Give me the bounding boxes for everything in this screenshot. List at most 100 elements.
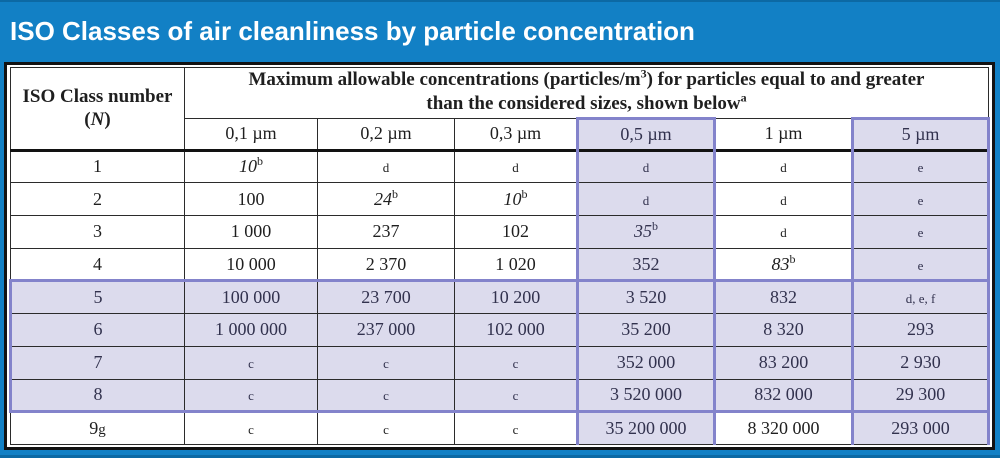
table-frame: ISO Class number (N) Maximum allowable c… xyxy=(4,62,995,450)
cell-class5-col5: d, e, f xyxy=(851,279,990,315)
cell-value: 352 000 xyxy=(616,352,676,373)
cell-class9g-col4: 8 320 000 xyxy=(714,411,853,445)
main-header-line1: Maximum allowable concentrations (partic… xyxy=(248,69,641,90)
footnote-ref-b: b xyxy=(789,251,796,266)
cell-value: 83 xyxy=(771,253,790,274)
cell-value: c xyxy=(248,356,254,372)
row-label-class-4: 4 xyxy=(10,247,185,282)
page-title: ISO Classes of air cleanliness by partic… xyxy=(10,15,695,46)
cell-class7-col2: c xyxy=(454,345,578,380)
main-header-line2: than the considered sizes, shown below xyxy=(426,93,741,115)
cell-value: 9 xyxy=(89,418,99,439)
cell-value: d xyxy=(512,160,519,176)
row-label-class-7: 7 xyxy=(9,345,185,380)
cell-class4-col3: 352 xyxy=(576,247,716,282)
size-column-header-5: 5 µm xyxy=(851,116,990,151)
cell-value: 8 xyxy=(93,384,103,405)
size-column-header-3: 0,5 µm xyxy=(576,116,716,151)
cell-class3-col1: 237 xyxy=(317,215,455,249)
cell-class6-col1: 237 000 xyxy=(317,313,455,347)
cell-value: 2 xyxy=(93,188,102,209)
row-label-class-1: 1 xyxy=(10,148,185,184)
cell-class8-col0: c xyxy=(184,378,318,414)
cell-value: 237 xyxy=(372,221,400,242)
cell-class8-col5: 29 300 xyxy=(851,378,990,414)
cell-value: c xyxy=(512,422,519,438)
cell-value: d xyxy=(382,160,390,176)
cell-class2-col4: d xyxy=(714,182,853,217)
footnote-ref-a: a xyxy=(740,90,747,105)
main-header-line1-rest: ) for particles equal to and greater xyxy=(646,69,925,90)
cell-value: 7 xyxy=(93,352,103,373)
top-edge-line xyxy=(0,0,1000,2)
corner-header-paren-close: ) xyxy=(104,109,111,131)
size-column-header-1: 0,2 µm xyxy=(317,117,455,151)
cell-value: 10 xyxy=(503,188,522,209)
cell-value: e xyxy=(917,160,924,176)
cell-value: 3 520 xyxy=(625,287,667,308)
cell-class2-col0: 100 xyxy=(184,182,318,217)
cell-class2-col2: 10b xyxy=(454,182,578,217)
table-row-class-4: 4 10 000 2 370 1 020 352 83b e xyxy=(10,247,990,282)
table-row-class-9g: 9g c c c 35 200 000 8 320 000 293 000 xyxy=(10,411,990,445)
cell-class2-col3: d xyxy=(576,182,716,217)
footnote-ref-g: g xyxy=(98,422,106,439)
row-label-class-2: 2 xyxy=(10,182,185,217)
cell-value: 10 xyxy=(239,156,257,177)
cell-value: 83 200 xyxy=(758,352,809,373)
cell-class3-col3: 35b xyxy=(576,215,716,249)
cell-class2-col5: e xyxy=(851,182,990,217)
size-column-header-4: 1 µm xyxy=(714,117,853,151)
cell-class5-col1: 23 700 xyxy=(317,279,455,315)
cell-class6-col2: 102 000 xyxy=(454,313,578,347)
cell-value: 100 xyxy=(237,188,265,209)
cell-class6-col5: 293 xyxy=(851,313,990,347)
cell-value: 2 930 xyxy=(900,352,941,373)
cell-value: 1 000 xyxy=(230,221,272,242)
cell-class7-col1: c xyxy=(317,345,455,380)
cell-class3-col5: e xyxy=(851,215,990,249)
cell-value: e xyxy=(917,257,924,273)
corner-header-paren-open: ( xyxy=(84,109,91,131)
cell-value: 4 xyxy=(93,253,102,274)
size-column-header-2: 0,3 µm xyxy=(454,117,578,151)
header-row-main: ISO Class number (N) Maximum allowable c… xyxy=(10,67,989,151)
cell-value: 8 320 000 xyxy=(747,418,820,439)
cell-value: 100 000 xyxy=(221,287,281,308)
cell-class1-col4: d xyxy=(714,148,853,184)
row-label-class-3: 3 xyxy=(10,215,185,249)
cell-class5-col2: 10 200 xyxy=(454,279,578,315)
cell-value: 5 xyxy=(93,287,103,308)
corner-header-symbol: N xyxy=(90,109,105,131)
cell-class1-col5: e xyxy=(851,148,990,184)
cell-value: 352 xyxy=(632,253,660,274)
main-header-concentrations: Maximum allowable concentrations (partic… xyxy=(184,67,989,119)
cell-class7-col0: c xyxy=(184,345,318,380)
table-row-class-7: 7 c c c 352 000 83 200 2 930 xyxy=(9,345,990,380)
cell-value: c xyxy=(383,356,389,372)
cell-class9g-col2: c xyxy=(454,411,578,445)
table-row-class-3: 3 1 000 237 102 35b d e xyxy=(10,215,990,249)
cell-value: c xyxy=(383,388,389,404)
cell-class4-col0: 10 000 xyxy=(184,247,318,282)
cell-class2-col1: 24b xyxy=(317,182,455,217)
cell-class9g-col5: 293 000 xyxy=(851,411,990,445)
cell-value: 35 xyxy=(634,221,652,242)
table-row-class-5: 5 100 000 23 700 10 200 3 520 832 d, e, f xyxy=(9,279,990,315)
cell-value: 10 200 xyxy=(490,287,541,308)
footnote-ref-b: b xyxy=(257,154,263,169)
cell-class6-col4: 8 320 xyxy=(714,313,853,347)
iso-cleanliness-table: ISO Class number (N) Maximum allowable c… xyxy=(9,67,990,445)
cell-value: 1 020 xyxy=(495,253,536,274)
row-label-class-5: 5 xyxy=(9,279,185,315)
cell-value: c xyxy=(248,388,254,404)
cell-class6-col3: 35 200 xyxy=(576,313,716,347)
cell-class7-col4: 83 200 xyxy=(714,345,853,380)
cell-value: 102 xyxy=(502,221,529,242)
cell-value: 237 000 xyxy=(356,319,416,340)
cell-class1-col0: 10b xyxy=(184,148,318,184)
corner-header-line1: ISO Class number xyxy=(22,85,173,107)
cell-value: 24 xyxy=(374,188,392,209)
cell-value: 23 700 xyxy=(361,287,411,308)
cell-class1-col1: d xyxy=(317,148,455,184)
